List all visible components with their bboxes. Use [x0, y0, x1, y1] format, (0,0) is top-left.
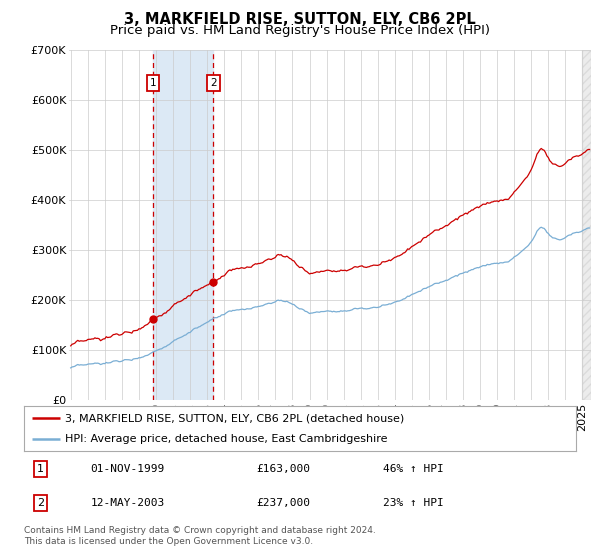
- Text: £237,000: £237,000: [256, 498, 310, 508]
- Text: 2: 2: [37, 498, 44, 508]
- Bar: [583, 50, 591, 400]
- Text: 1: 1: [150, 78, 157, 88]
- Bar: [153, 50, 214, 400]
- Text: HPI: Average price, detached house, East Cambridgeshire: HPI: Average price, detached house, East…: [65, 433, 388, 444]
- Text: 2: 2: [210, 78, 217, 88]
- Text: 1: 1: [37, 464, 44, 474]
- Text: 01-NOV-1999: 01-NOV-1999: [90, 464, 164, 474]
- Text: 3, MARKFIELD RISE, SUTTON, ELY, CB6 2PL (detached house): 3, MARKFIELD RISE, SUTTON, ELY, CB6 2PL …: [65, 413, 404, 423]
- Text: 3, MARKFIELD RISE, SUTTON, ELY, CB6 2PL: 3, MARKFIELD RISE, SUTTON, ELY, CB6 2PL: [124, 12, 476, 27]
- Text: £163,000: £163,000: [256, 464, 310, 474]
- Text: 46% ↑ HPI: 46% ↑ HPI: [383, 464, 443, 474]
- Text: 23% ↑ HPI: 23% ↑ HPI: [383, 498, 443, 508]
- Text: 12-MAY-2003: 12-MAY-2003: [90, 498, 164, 508]
- Text: Price paid vs. HM Land Registry's House Price Index (HPI): Price paid vs. HM Land Registry's House …: [110, 24, 490, 37]
- Text: Contains HM Land Registry data © Crown copyright and database right 2024.
This d: Contains HM Land Registry data © Crown c…: [24, 526, 376, 546]
